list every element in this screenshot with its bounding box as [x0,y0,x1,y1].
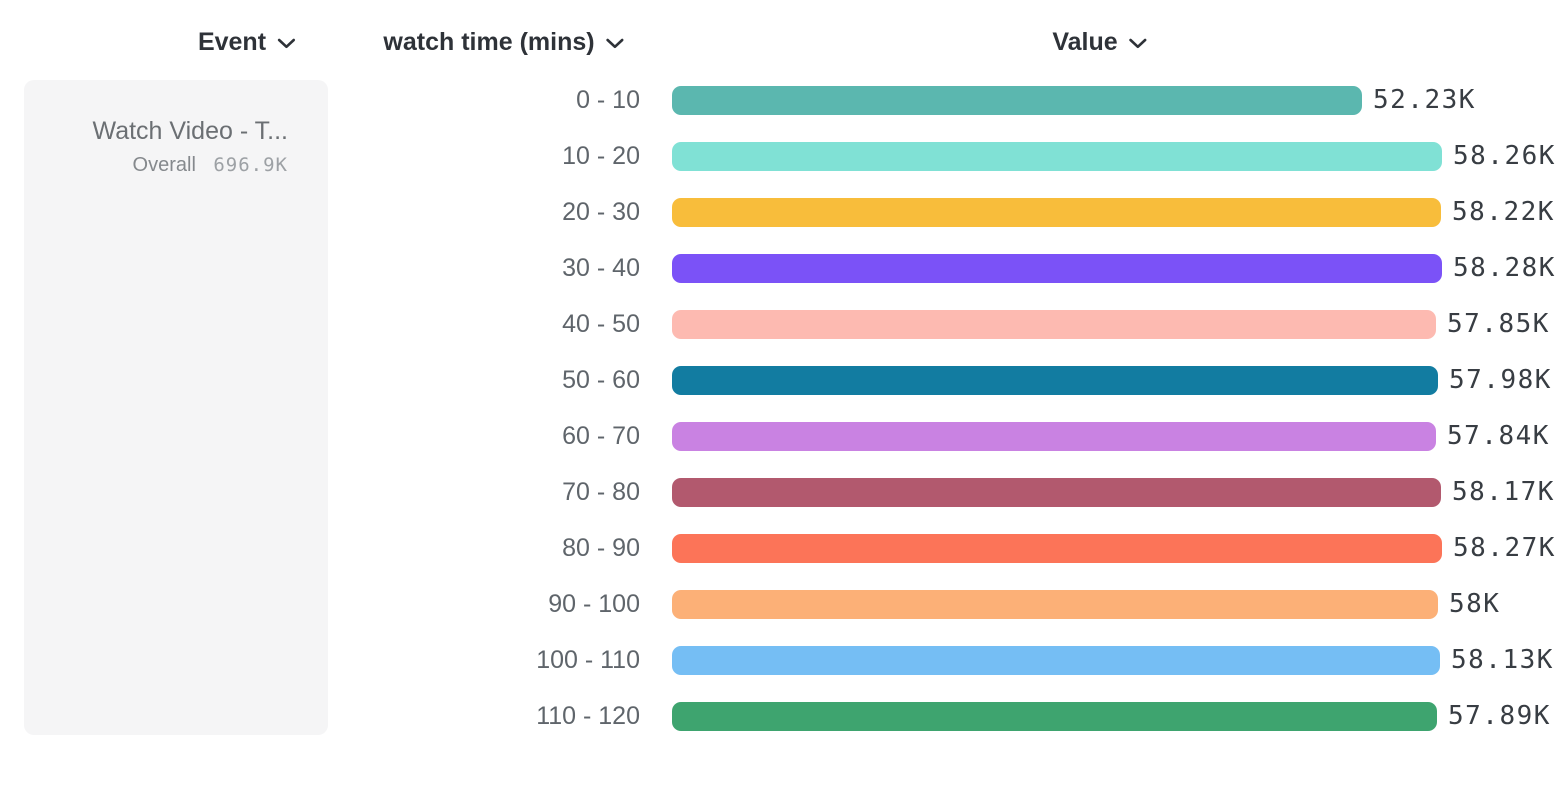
bin-label: 90 - 100 [548,589,640,618]
bar-rows: 0 - 10 52.23K 10 - 20 58.26K 20 - 30 58.22K 30… [0,72,1568,744]
bar-row: 90 - 100 58K [0,576,1568,632]
bar[interactable] [672,365,1438,395]
bar-row: 110 - 120 57.89K [0,688,1568,744]
bar-row: 100 - 110 58.13K [0,632,1568,688]
bar[interactable] [672,701,1437,731]
bar-row: 10 - 20 58.26K [0,128,1568,184]
chevron-down-icon [1129,38,1147,49]
bar-value: 57.84K [1447,421,1550,451]
bar-value: 57.85K [1447,309,1550,339]
bar[interactable] [672,253,1442,283]
event-column-header[interactable]: Event [198,24,296,60]
overall-row: Overall 696.9K [24,154,288,177]
bar[interactable] [672,197,1441,227]
bin-label: 110 - 120 [536,701,640,730]
bar[interactable] [672,589,1438,619]
bar-row: 40 - 50 57.85K [0,296,1568,352]
bin-label: 80 - 90 [562,533,640,562]
bar-row: 30 - 40 58.28K [0,240,1568,296]
bar[interactable] [672,421,1436,451]
bar-row: 60 - 70 57.84K [0,408,1568,464]
bar[interactable] [672,477,1441,507]
bar-row: 70 - 80 58.17K [0,464,1568,520]
bin-label: 100 - 110 [536,645,640,674]
bar[interactable] [672,533,1442,563]
bar-row: 20 - 30 58.22K [0,184,1568,240]
bar-value: 58.22K [1452,197,1555,227]
bin-label: 50 - 60 [562,365,640,394]
bar-value: 57.89K [1448,701,1551,731]
bar-value: 52.23K [1373,85,1476,115]
bar-value: 58.17K [1452,477,1555,507]
bar[interactable] [672,309,1436,339]
chevron-down-icon [606,38,624,49]
event-card[interactable]: Watch Video - T... Overall 696.9K [24,80,328,735]
value-column-label: Value [1052,27,1118,56]
overall-label: Overall [132,154,196,176]
bar-row: 80 - 90 58.27K [0,520,1568,576]
bar[interactable] [672,645,1440,675]
bin-label: 0 - 10 [576,85,640,114]
bar-value: 58.28K [1453,253,1556,283]
bar-value: 57.98K [1449,365,1552,395]
bin-label: 20 - 30 [562,197,640,226]
bar-row: 0 - 10 52.23K [0,72,1568,128]
bar-value: 58.27K [1453,533,1556,563]
bin-label: 40 - 50 [562,309,640,338]
bin-label: 70 - 80 [562,477,640,506]
value-column-header[interactable]: Value [1052,24,1147,60]
bin-label: 60 - 70 [562,421,640,450]
event-column-label: Event [197,27,267,56]
chevron-down-icon [277,38,296,49]
bar[interactable] [672,85,1362,115]
bar-value: 58K [1449,589,1501,619]
bin-label: 10 - 20 [562,141,640,170]
overall-value: 696.9K [213,154,288,176]
breakdown-column-header[interactable]: watch time (mins) [383,24,624,60]
event-title: Watch Video - T... [92,117,288,145]
bar-value: 58.13K [1451,645,1554,675]
breakdown-column-label: watch time (mins) [383,27,595,56]
bar[interactable] [672,141,1442,171]
bar-row: 50 - 60 57.98K [0,352,1568,408]
bar-value: 58.26K [1453,141,1556,171]
bin-label: 30 - 40 [562,253,640,282]
